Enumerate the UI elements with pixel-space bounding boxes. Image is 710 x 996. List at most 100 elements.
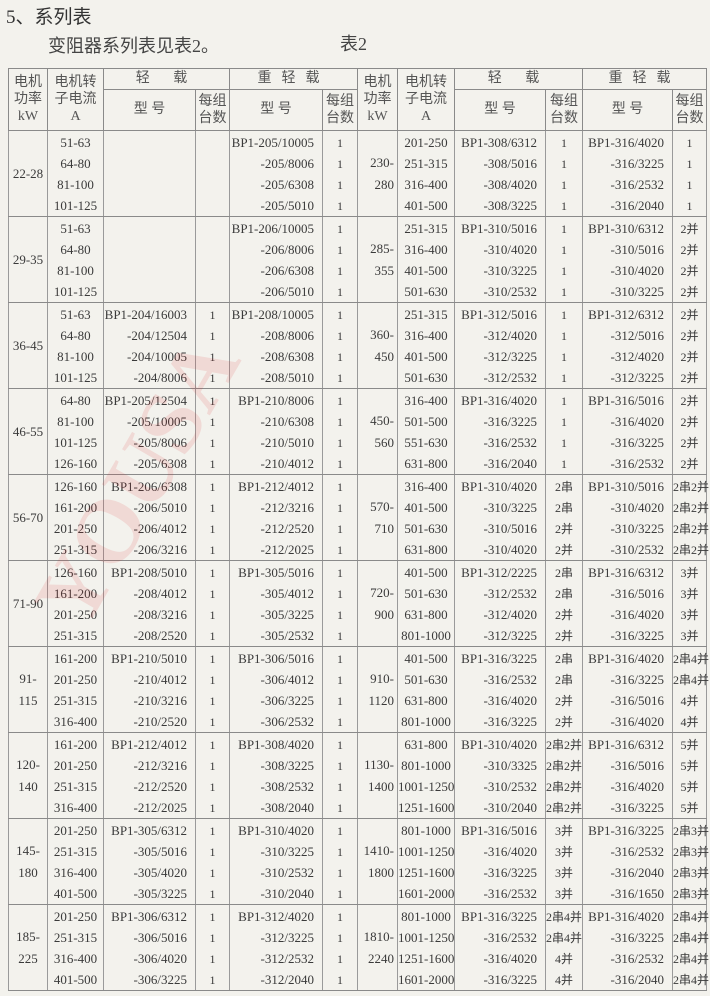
heavy-count: 2串4并 bbox=[672, 969, 709, 991]
heavy-count: 5并 bbox=[672, 776, 707, 797]
heavy-count: 5并 bbox=[672, 797, 707, 819]
heavy-count: 1 bbox=[322, 539, 358, 561]
header-count: 每组 台数 bbox=[322, 89, 358, 131]
rotor-current: 1251-1600 bbox=[397, 797, 455, 819]
light-model: -210/4012 bbox=[103, 669, 196, 690]
heavy-count: 1 bbox=[322, 195, 358, 217]
header-light-load: 轻 载 bbox=[454, 68, 583, 90]
heavy-model: BP1-316/5016 bbox=[582, 388, 673, 411]
heavy-model: BP1-212/4012 bbox=[229, 474, 323, 497]
heavy-count: 1 bbox=[322, 818, 358, 841]
rotor-current: 401-500 bbox=[47, 883, 104, 905]
heavy-count: 5并 bbox=[672, 755, 707, 776]
heavy-count: 1 bbox=[322, 797, 358, 819]
light-count: 1 bbox=[195, 560, 230, 583]
light-model: -310/2532 bbox=[454, 281, 546, 303]
light-count: 1 bbox=[545, 325, 583, 346]
light-count: 1 bbox=[195, 346, 230, 367]
heavy-model: -306/2532 bbox=[229, 711, 323, 733]
heavy-model: BP1-316/4020 bbox=[582, 646, 673, 669]
light-model: BP1-316/3225 bbox=[454, 646, 546, 669]
light-count: 1 bbox=[195, 411, 230, 432]
heavy-count: 3并 bbox=[672, 560, 707, 583]
header-rotor-current: 电机转 子电流 A bbox=[47, 68, 104, 131]
heavy-count: 1 bbox=[322, 732, 358, 755]
table-row: 64-80 -206/8006 1 316-400 -310/4020 1 -310/501… bbox=[9, 239, 707, 260]
light-count: 1 bbox=[195, 818, 230, 841]
heavy-count: 1 bbox=[322, 604, 358, 625]
heavy-model: -316/4020 bbox=[582, 711, 673, 733]
light-model bbox=[103, 153, 196, 174]
rotor-current: 401-500 bbox=[397, 195, 455, 217]
table-row: 126-160 -205/6308 1 -210/4012 1 631-800 -316/2… bbox=[9, 453, 707, 475]
table-row: 251-315 -306/5016 1 -312/3225 1 1001-1250 -316… bbox=[9, 927, 709, 948]
table-number: 表2 bbox=[340, 34, 367, 54]
light-count: 1 bbox=[545, 453, 583, 475]
light-model: -306/5016 bbox=[103, 927, 196, 948]
heavy-count: 1 bbox=[322, 432, 358, 453]
heavy-model: BP1-316/4020 bbox=[582, 904, 673, 927]
heavy-model: -316/3225 bbox=[582, 797, 673, 819]
heavy-model: BP1-316/6312 bbox=[582, 732, 673, 755]
table-row: 91- 115 161-200 BP1-210/5010 1 BP1-306/5016 1 9… bbox=[8, 646, 709, 733]
heavy-model: -212/3216 bbox=[229, 497, 323, 518]
table-row: 120- 140 161-200 BP1-212/4012 1 BP1-308/4020 1… bbox=[8, 732, 707, 819]
light-model: -212/3216 bbox=[103, 755, 196, 776]
rotor-current: 126-160 bbox=[47, 453, 104, 475]
heavy-count: 1 bbox=[322, 153, 358, 174]
light-model: BP1-308/6312 bbox=[454, 130, 546, 153]
heavy-model: -316/3225 bbox=[582, 927, 673, 948]
light-model: -316/2532 bbox=[454, 883, 546, 905]
light-count: 1 bbox=[195, 755, 230, 776]
table-row: 201-250 -212/3216 1 -308/3225 1 801-1000 -310/… bbox=[9, 755, 707, 776]
light-model: -308/3225 bbox=[454, 195, 546, 217]
light-count: 3并 bbox=[545, 818, 583, 841]
light-count bbox=[195, 239, 230, 260]
motor-power: 570- 710 bbox=[357, 474, 398, 561]
heavy-model: -316/2040 bbox=[582, 969, 673, 991]
heavy-model: -316/5016 bbox=[582, 755, 673, 776]
heavy-count: 2并 bbox=[672, 346, 707, 367]
heavy-model: -316/2532 bbox=[582, 453, 673, 475]
rotor-current: 251-315 bbox=[47, 690, 104, 711]
light-model: BP1-305/6312 bbox=[103, 818, 196, 841]
heavy-model: -306/3225 bbox=[229, 690, 323, 711]
rotor-current: 251-315 bbox=[47, 927, 104, 948]
light-count: 1 bbox=[195, 325, 230, 346]
heavy-count: 1 bbox=[322, 560, 358, 583]
light-count: 3并 bbox=[545, 883, 583, 905]
heavy-count: 1 bbox=[672, 153, 707, 174]
heavy-count: 1 bbox=[322, 302, 358, 325]
heavy-model: BP1-310/5016 bbox=[582, 474, 673, 497]
rotor-current: 161-200 bbox=[47, 732, 104, 755]
heavy-model: -312/5016 bbox=[582, 325, 673, 346]
table-row: 201-250 -208/3216 1 -305/3225 1 631-800 -312/4… bbox=[9, 604, 707, 625]
rotor-current: 161-200 bbox=[47, 646, 104, 669]
light-model: -212/2520 bbox=[103, 776, 196, 797]
heavy-model: BP1-316/4020 bbox=[582, 130, 673, 153]
rotor-current: 631-800 bbox=[397, 453, 455, 475]
rotor-current: 316-400 bbox=[47, 862, 104, 883]
heavy-count: 2并 bbox=[672, 260, 707, 281]
rotor-current: 316-400 bbox=[397, 239, 455, 260]
light-count: 2并 bbox=[545, 539, 583, 561]
heavy-count: 1 bbox=[322, 411, 358, 432]
light-count: 2并 bbox=[545, 690, 583, 711]
table-row: 81-100 -204/10005 1 -208/6308 1 401-500 -312/3… bbox=[9, 346, 707, 367]
heavy-count: 2串3并 bbox=[672, 862, 709, 883]
light-count: 1 bbox=[195, 539, 230, 561]
heavy-count: 1 bbox=[322, 367, 358, 389]
table-row: 46-55 64-80 BP1-205/12504 1 BP1-210/8006 1 450… bbox=[8, 388, 707, 475]
light-count: 2并 bbox=[545, 711, 583, 733]
rotor-current: 1251-1600 bbox=[397, 948, 455, 969]
motor-power: 910- 1120 bbox=[357, 646, 398, 733]
light-model: -308/4020 bbox=[454, 174, 546, 195]
heavy-model: BP1-312/6312 bbox=[582, 302, 673, 325]
light-model: -208/4012 bbox=[103, 583, 196, 604]
light-model: BP1-208/5010 bbox=[103, 560, 196, 583]
rotor-current: 631-800 bbox=[397, 539, 455, 561]
heavy-count: 2串4并 bbox=[672, 669, 709, 690]
light-count: 1 bbox=[545, 346, 583, 367]
rotor-current: 401-500 bbox=[397, 346, 455, 367]
light-count: 1 bbox=[195, 604, 230, 625]
